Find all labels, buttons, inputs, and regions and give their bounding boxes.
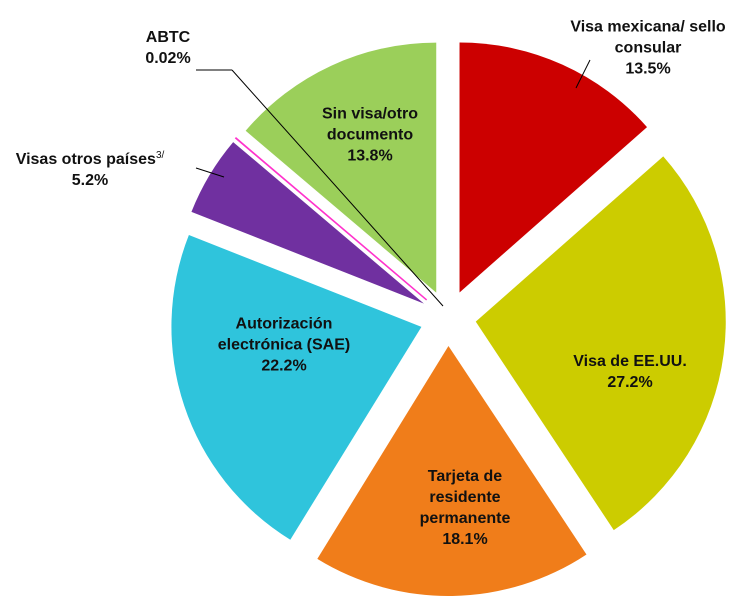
value-label: 13.5% — [625, 60, 671, 78]
leader-line — [575, 59, 591, 89]
slice-label: ABTC 0.02% — [128, 27, 208, 69]
pie-slice — [171, 235, 422, 540]
slice-label: Visa mexicana/ sello consular 13.5% — [568, 17, 728, 80]
category-label: Visa mexicana/ sello consular — [570, 18, 726, 57]
value-label: 18.1% — [442, 531, 488, 548]
slice-label: Visas otros países3/5.2% — [0, 145, 190, 191]
pie-slice — [459, 42, 648, 293]
leader-line — [195, 167, 225, 178]
category-label: ABTC — [145, 29, 191, 46]
value-label: 27.2% — [607, 374, 653, 391]
slice-label: Tarjeta de residente permanente 18.1% — [395, 466, 535, 550]
category-label: Visas otros países — [15, 151, 156, 169]
slice-label: Autorización electrónica (SAE) 22.2% — [194, 314, 374, 377]
leader-line — [231, 69, 444, 307]
value-label: 0.02% — [145, 50, 191, 67]
category-label: Autorización electrónica (SAE) — [217, 315, 351, 354]
category-label: Visa de EE.UU. — [573, 353, 687, 370]
value-label: 5.2% — [71, 172, 109, 190]
footnote-mark: 3/ — [155, 149, 165, 161]
category-label: Sin visa/otro documento — [321, 105, 419, 144]
slice-label: Visa de EE.UU. 27.2% — [560, 351, 700, 393]
pie-slice — [191, 142, 424, 304]
pie-slice — [317, 345, 587, 596]
pie-slice — [234, 137, 428, 301]
slice-label: Sin visa/otro documento 13.8% — [300, 104, 440, 167]
value-label: 13.8% — [347, 147, 393, 165]
category-label: Tarjeta de residente permanente — [419, 468, 511, 527]
value-label: 22.2% — [261, 357, 307, 375]
pie-slice — [245, 42, 437, 293]
pie-slice — [475, 156, 726, 531]
